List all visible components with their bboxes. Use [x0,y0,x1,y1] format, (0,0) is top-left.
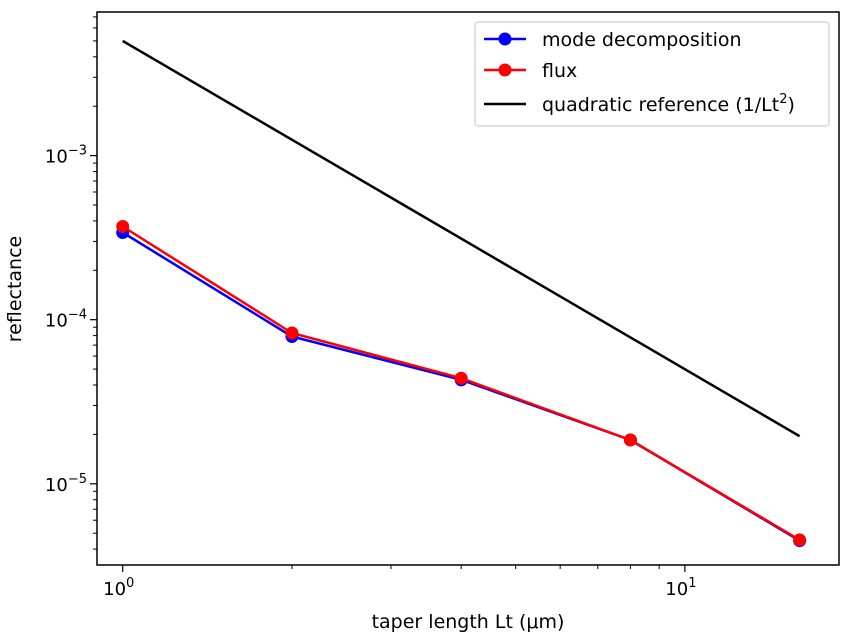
series-point-1 [285,326,299,340]
legend-marker-1 [498,63,512,77]
y-axis-label: reflectance [4,236,26,342]
legend-label-2: quadratic reference (1/Lt2) [542,92,795,116]
legend-label-0: mode decomposition [542,29,742,51]
series-line-0 [122,231,801,542]
series-point-1 [793,533,807,547]
plot-frame [96,11,840,566]
series-point-1 [454,371,468,385]
series-point-1 [116,219,130,233]
x-tick-label: 100 [103,576,134,600]
series-line-2 [122,39,801,438]
x-tick-label: 101 [665,576,696,600]
legend-label-1: flux [542,60,577,82]
y-tick-label: 10−5 [45,472,87,496]
x-axis-label: taper length Lt (μm) [372,611,565,633]
legend-marker-0 [498,32,512,46]
series-layer [116,39,807,548]
y-tick-label: 10−4 [45,308,87,332]
series-point-1 [623,433,637,447]
y-tick-label: 10−3 [45,144,87,168]
legend-box [474,21,830,127]
legend: mode decomposition flux quadratic referenc… [474,21,830,127]
